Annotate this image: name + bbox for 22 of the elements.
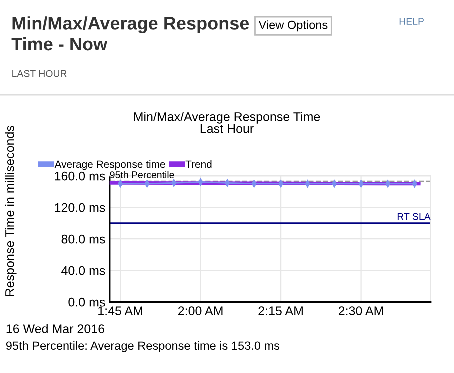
y-tick-label: 80.0 ms <box>62 234 106 244</box>
text: View Options <box>258 20 328 32</box>
chart-title: Min/Max/Average Response Time <box>134 112 320 124</box>
text: LAST HOUR <box>12 70 67 78</box>
legend-label: Average Response time <box>54 160 166 170</box>
y-tick-label: 40.0 ms <box>62 266 106 276</box>
ref-line-label: RT SLA <box>398 213 431 220</box>
text: Min/Max/Average Response Time - Now <box>12 16 250 51</box>
chart-subtitle: Last Hour <box>200 124 254 134</box>
x-tick-label: 2:00 AM <box>178 306 223 316</box>
y-tick-label: 120.0 ms <box>55 203 106 212</box>
text: 95th Percentile: Average Response time is 153.0 ms <box>6 341 280 352</box>
text: 16 Wed Mar 2016 <box>6 324 104 334</box>
y-tick-label: 160.0 ms <box>55 172 106 181</box>
text: HELP <box>400 18 424 25</box>
y-tick-label: 0.0 ms <box>68 298 106 307</box>
y-axis-title: Response Time in milliseconds <box>5 126 17 296</box>
x-tick-label: 2:15 AM <box>258 306 303 316</box>
legend-label: Trend <box>186 160 212 168</box>
x-tick-label: 2:30 AM <box>338 306 384 316</box>
x-tick-label: 1:45 AM <box>98 306 142 316</box>
ref-line-label: 95th Percentile <box>110 171 174 178</box>
